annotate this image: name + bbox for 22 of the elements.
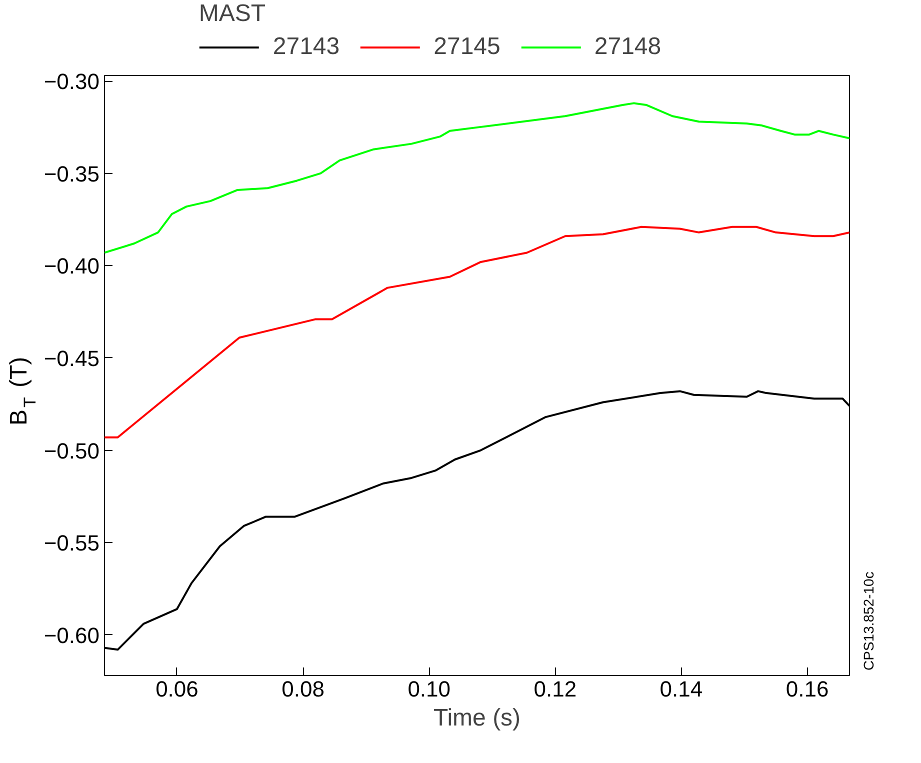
legend-title: MAST	[198, 0, 267, 28]
y-tick-label: −0.45	[44, 346, 100, 371]
x-tick-label: 0.14	[660, 676, 703, 702]
text: CPS13.852-10c	[860, 572, 876, 670]
y-tick-label: −0.30	[44, 69, 100, 94]
y-tick-label: −0.60	[44, 622, 100, 648]
y-tick-label: −0.55	[44, 530, 100, 556]
x-tick-label: 0.16	[786, 676, 829, 702]
x-tick-label: 0.06	[156, 676, 198, 702]
y-axis-title: BT (T)	[6, 356, 40, 426]
x-tick-label: 0.10	[408, 676, 451, 702]
legend-label: 27145	[434, 33, 500, 61]
legend-label: 27143	[272, 33, 340, 61]
x-tick-label: 0.08	[282, 676, 324, 702]
y-tick-label: −0.40	[44, 254, 100, 279]
y-tick-label: −0.50	[44, 438, 100, 464]
line-series	[104, 226, 850, 438]
y-tick-label: −0.35	[44, 161, 100, 186]
line-series	[104, 102, 850, 254]
x-axis-title: Time (s)	[433, 704, 521, 732]
x-tick-label: 0.12	[534, 676, 577, 702]
legend-label: 27148	[594, 33, 662, 61]
